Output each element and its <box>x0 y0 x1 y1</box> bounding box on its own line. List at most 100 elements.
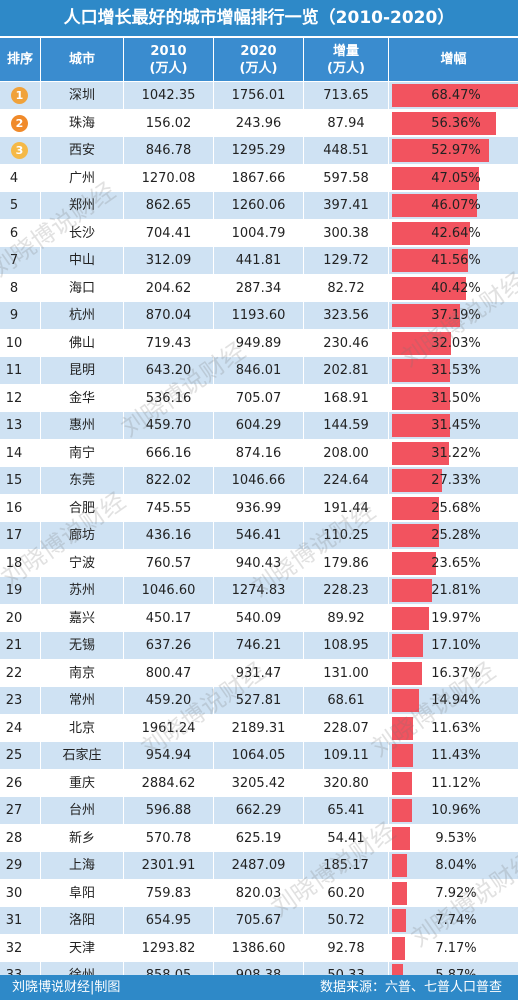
column-divider <box>213 274 214 302</box>
pop2010-cell: 312.09 <box>145 253 192 268</box>
column-divider <box>303 329 304 357</box>
pop2010-cell: 1270.08 <box>141 170 196 186</box>
column-divider <box>40 687 41 714</box>
column-divider <box>213 412 214 439</box>
table-row: 23 常州 459.20 527.81 68.61 14.94% <box>0 687 518 714</box>
growth-bar <box>392 936 406 960</box>
pop2020-cell: 820.03 <box>235 885 282 901</box>
increase-cell: 82.72 <box>327 280 365 296</box>
column-divider <box>303 82 304 109</box>
pop2020-cell: 625.19 <box>235 830 282 846</box>
growth-label: 7.74% <box>435 913 477 928</box>
table-row: 7 中山 312.09 441.81 129.72 41.56% <box>0 247 518 274</box>
column-divider <box>388 164 389 192</box>
column-divider <box>213 82 214 109</box>
growth-bar <box>392 331 451 355</box>
pop2020-cell: 527.81 <box>235 693 282 708</box>
column-divider <box>40 824 41 852</box>
column-divider <box>40 412 41 439</box>
header-growth: 增幅 <box>389 38 518 81</box>
rank-medal-icon: 3 <box>11 142 28 159</box>
column-divider <box>388 742 389 769</box>
column-divider <box>213 632 214 659</box>
growth-bar <box>392 304 461 327</box>
city-cell: 杭州 <box>68 308 95 323</box>
table-row: 10 佛山 719.43 949.89 230.46 32.03% <box>0 329 518 357</box>
city-cell: 南京 <box>68 665 95 681</box>
rank-cell: 17 <box>5 528 23 543</box>
pop2020-cell: 546.41 <box>235 528 282 543</box>
column-divider <box>40 164 41 192</box>
column-divider <box>40 302 41 329</box>
pop2010-cell: 846.78 <box>145 143 192 158</box>
column-divider <box>388 604 389 632</box>
column-divider <box>388 82 389 109</box>
pop2010-cell: 704.41 <box>145 225 192 241</box>
growth-bar <box>392 414 450 437</box>
growth-bar <box>392 689 420 712</box>
column-divider <box>388 824 389 852</box>
increase-cell: 108.95 <box>323 638 369 653</box>
table-row: 28 新乡 570.78 625.19 54.41 9.53% <box>0 824 518 852</box>
increase-cell: 65.41 <box>327 803 365 818</box>
pop2010-cell: 536.16 <box>145 390 192 406</box>
city-cell: 廊坊 <box>68 528 95 543</box>
column-divider <box>123 164 124 192</box>
table-row: 29 上海 2301.91 2487.09 185.17 8.04% <box>0 852 518 879</box>
rank-cell: 5 <box>9 198 19 213</box>
rank-cell: 6 <box>9 225 19 241</box>
growth-label: 46.07% <box>431 198 481 213</box>
city-cell: 海口 <box>68 280 95 296</box>
rank-cell: 4 <box>9 170 19 186</box>
pop2020-cell: 705.67 <box>235 913 282 928</box>
pop2010-cell: 760.57 <box>145 555 192 571</box>
column-divider <box>123 577 124 604</box>
column-divider <box>303 632 304 659</box>
growth-label: 10.96% <box>431 803 481 818</box>
header-2020-unit: (万人) <box>239 60 278 76</box>
column-divider <box>303 907 304 934</box>
column-divider <box>388 494 389 522</box>
table-row: 20 嘉兴 450.17 540.09 89.92 19.97% <box>0 604 518 632</box>
column-divider <box>40 632 41 659</box>
city-cell: 洛阳 <box>68 913 95 928</box>
column-divider <box>388 219 389 247</box>
column-divider <box>303 439 304 467</box>
rank-cell: 16 <box>5 500 23 516</box>
column-divider <box>213 549 214 577</box>
pop2020-cell: 1386.60 <box>231 940 286 956</box>
column-divider <box>213 247 214 274</box>
column-divider <box>40 659 41 687</box>
column-divider <box>123 357 124 384</box>
pop2010-cell: 596.88 <box>145 803 192 818</box>
table-row: 13 惠州 459.70 604.29 144.59 31.45% <box>0 412 518 439</box>
column-divider <box>213 879 214 907</box>
column-divider <box>388 577 389 604</box>
pop2010-cell: 862.65 <box>145 198 192 213</box>
column-divider <box>40 604 41 632</box>
table-row: 15 东莞 822.02 1046.66 224.64 27.33% <box>0 467 518 494</box>
column-divider <box>123 769 124 797</box>
table-row: 6 长沙 704.41 1004.79 300.38 42.64% <box>0 219 518 247</box>
page-title: 人口增长最好的城市增幅排行一览（2010-2020） <box>0 0 518 36</box>
column-divider <box>40 274 41 302</box>
column-divider <box>123 137 124 164</box>
pop2020-cell: 940.43 <box>235 555 282 571</box>
table-row: 25 石家庄 954.94 1064.05 109.11 11.43% <box>0 742 518 769</box>
column-divider <box>303 494 304 522</box>
pop2010-cell: 1046.60 <box>141 583 196 598</box>
column-divider <box>213 137 214 164</box>
city-cell: 长沙 <box>68 225 95 241</box>
increase-cell: 224.64 <box>323 473 369 488</box>
rank-cell: 13 <box>5 418 23 433</box>
column-divider <box>303 577 304 604</box>
growth-label: 52.97% <box>431 143 481 158</box>
column-divider <box>123 302 124 329</box>
column-divider <box>388 302 389 329</box>
growth-label: 7.92% <box>435 885 477 901</box>
pop2010-cell: 1961.24 <box>141 720 196 736</box>
pop2010-cell: 204.62 <box>145 280 192 296</box>
city-cell: 西安 <box>68 143 95 158</box>
pop2010-cell: 459.70 <box>145 418 192 433</box>
